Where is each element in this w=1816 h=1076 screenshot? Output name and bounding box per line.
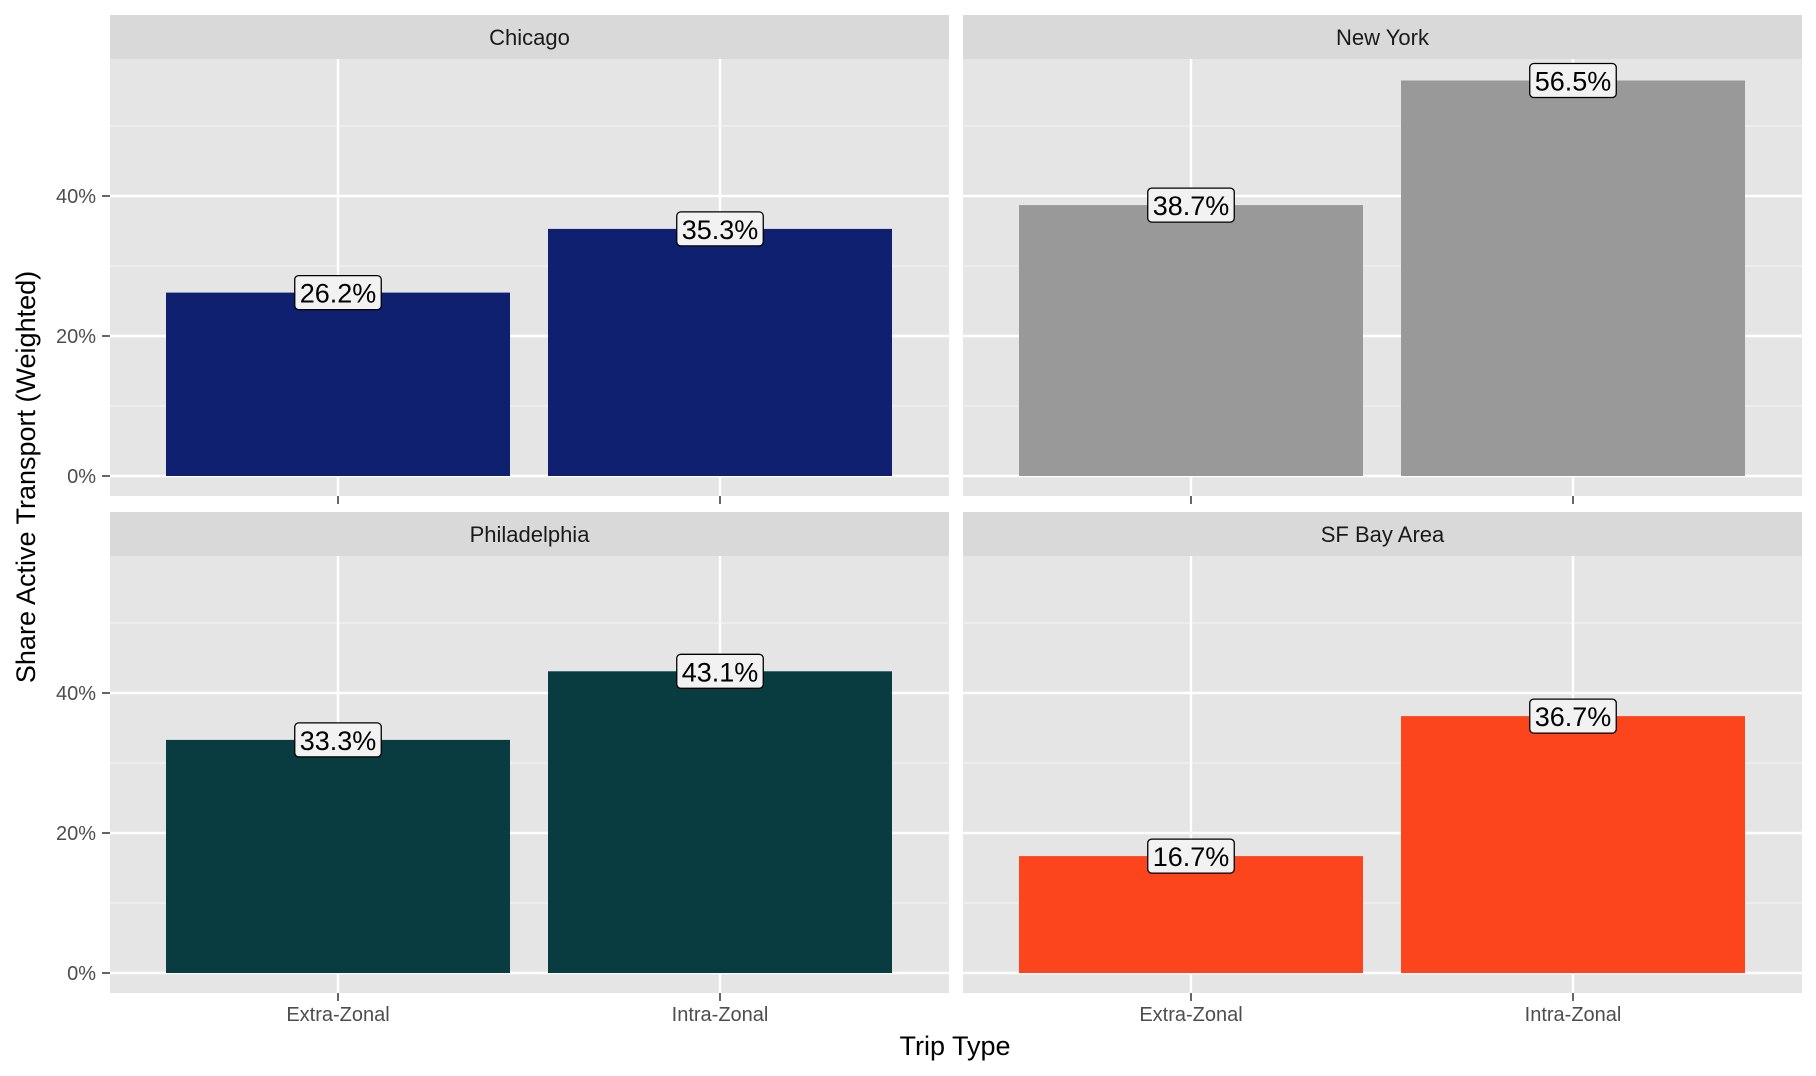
bar-extra-zonal bbox=[166, 292, 510, 476]
x-tick-label: Intra-Zonal bbox=[1525, 1004, 1622, 1026]
data-label: 16.7% bbox=[1153, 842, 1230, 872]
y-tick-label: 40% bbox=[56, 683, 96, 705]
facet-strip-label: Philadelphia bbox=[470, 522, 591, 547]
data-label-box bbox=[676, 211, 764, 247]
y-tick-label: 0% bbox=[67, 466, 96, 488]
data-label-box bbox=[676, 653, 764, 689]
facet-strip bbox=[110, 512, 949, 556]
data-label: 33.3% bbox=[300, 726, 377, 756]
data-label: 36.7% bbox=[1535, 702, 1612, 732]
facet-strip bbox=[963, 512, 1802, 556]
y-tick-label: 0% bbox=[67, 963, 96, 985]
bar-intra-zonal bbox=[548, 228, 892, 476]
x-tick-label: Intra-Zonal bbox=[672, 1004, 769, 1026]
bar-extra-zonal bbox=[1019, 205, 1363, 476]
data-label: 43.1% bbox=[682, 657, 759, 687]
facet-strip-label: SF Bay Area bbox=[1321, 522, 1445, 547]
bar-intra-zonal bbox=[1401, 716, 1745, 973]
x-tick-label: Extra-Zonal bbox=[1139, 1004, 1242, 1026]
x-tick-label: Extra-Zonal bbox=[286, 1004, 389, 1026]
data-label-box bbox=[294, 274, 382, 311]
facet-strip bbox=[963, 15, 1802, 59]
facet-strip-label: New York bbox=[1336, 25, 1430, 50]
bar-extra-zonal bbox=[166, 739, 510, 973]
panel-philadelphia: Philadelphia 33.3% 43.1% 0% 20% 40% Extra-Zona… bbox=[56, 512, 949, 1026]
data-label: 56.5% bbox=[1535, 67, 1612, 97]
bar-intra-zonal bbox=[1401, 80, 1745, 476]
data-label: 35.3% bbox=[682, 215, 759, 245]
data-label: 26.2% bbox=[300, 279, 377, 309]
facet-strip-label: Chicago bbox=[489, 25, 570, 50]
facet-strip bbox=[110, 15, 949, 59]
data-label-box bbox=[294, 722, 382, 758]
data-label-box bbox=[1529, 698, 1617, 734]
data-label-box bbox=[1147, 838, 1235, 874]
data-label-box bbox=[1147, 187, 1235, 223]
bar-extra-zonal bbox=[1019, 856, 1363, 973]
data-label: 38.7% bbox=[1153, 191, 1230, 221]
bar-intra-zonal bbox=[548, 671, 892, 973]
data-label-box bbox=[1529, 62, 1617, 99]
y-tick-label: 40% bbox=[56, 186, 96, 208]
x-axis-title: Trip Type bbox=[899, 1031, 1010, 1061]
y-axis-title: Share Active Transport (Weighted) bbox=[11, 271, 41, 683]
panel-sf-bay-area: SF Bay Area 16.7% 36.7% Extra-Zonal Intra-Zo… bbox=[963, 512, 1802, 1026]
y-tick-label: 20% bbox=[56, 823, 96, 845]
y-tick-label: 20% bbox=[56, 326, 96, 348]
panel-chicago: Chicago 26.2% 35.3% 0% 20% 40% bbox=[56, 15, 949, 504]
panel-new-york: New York 38.7% 56.5% bbox=[963, 15, 1802, 504]
